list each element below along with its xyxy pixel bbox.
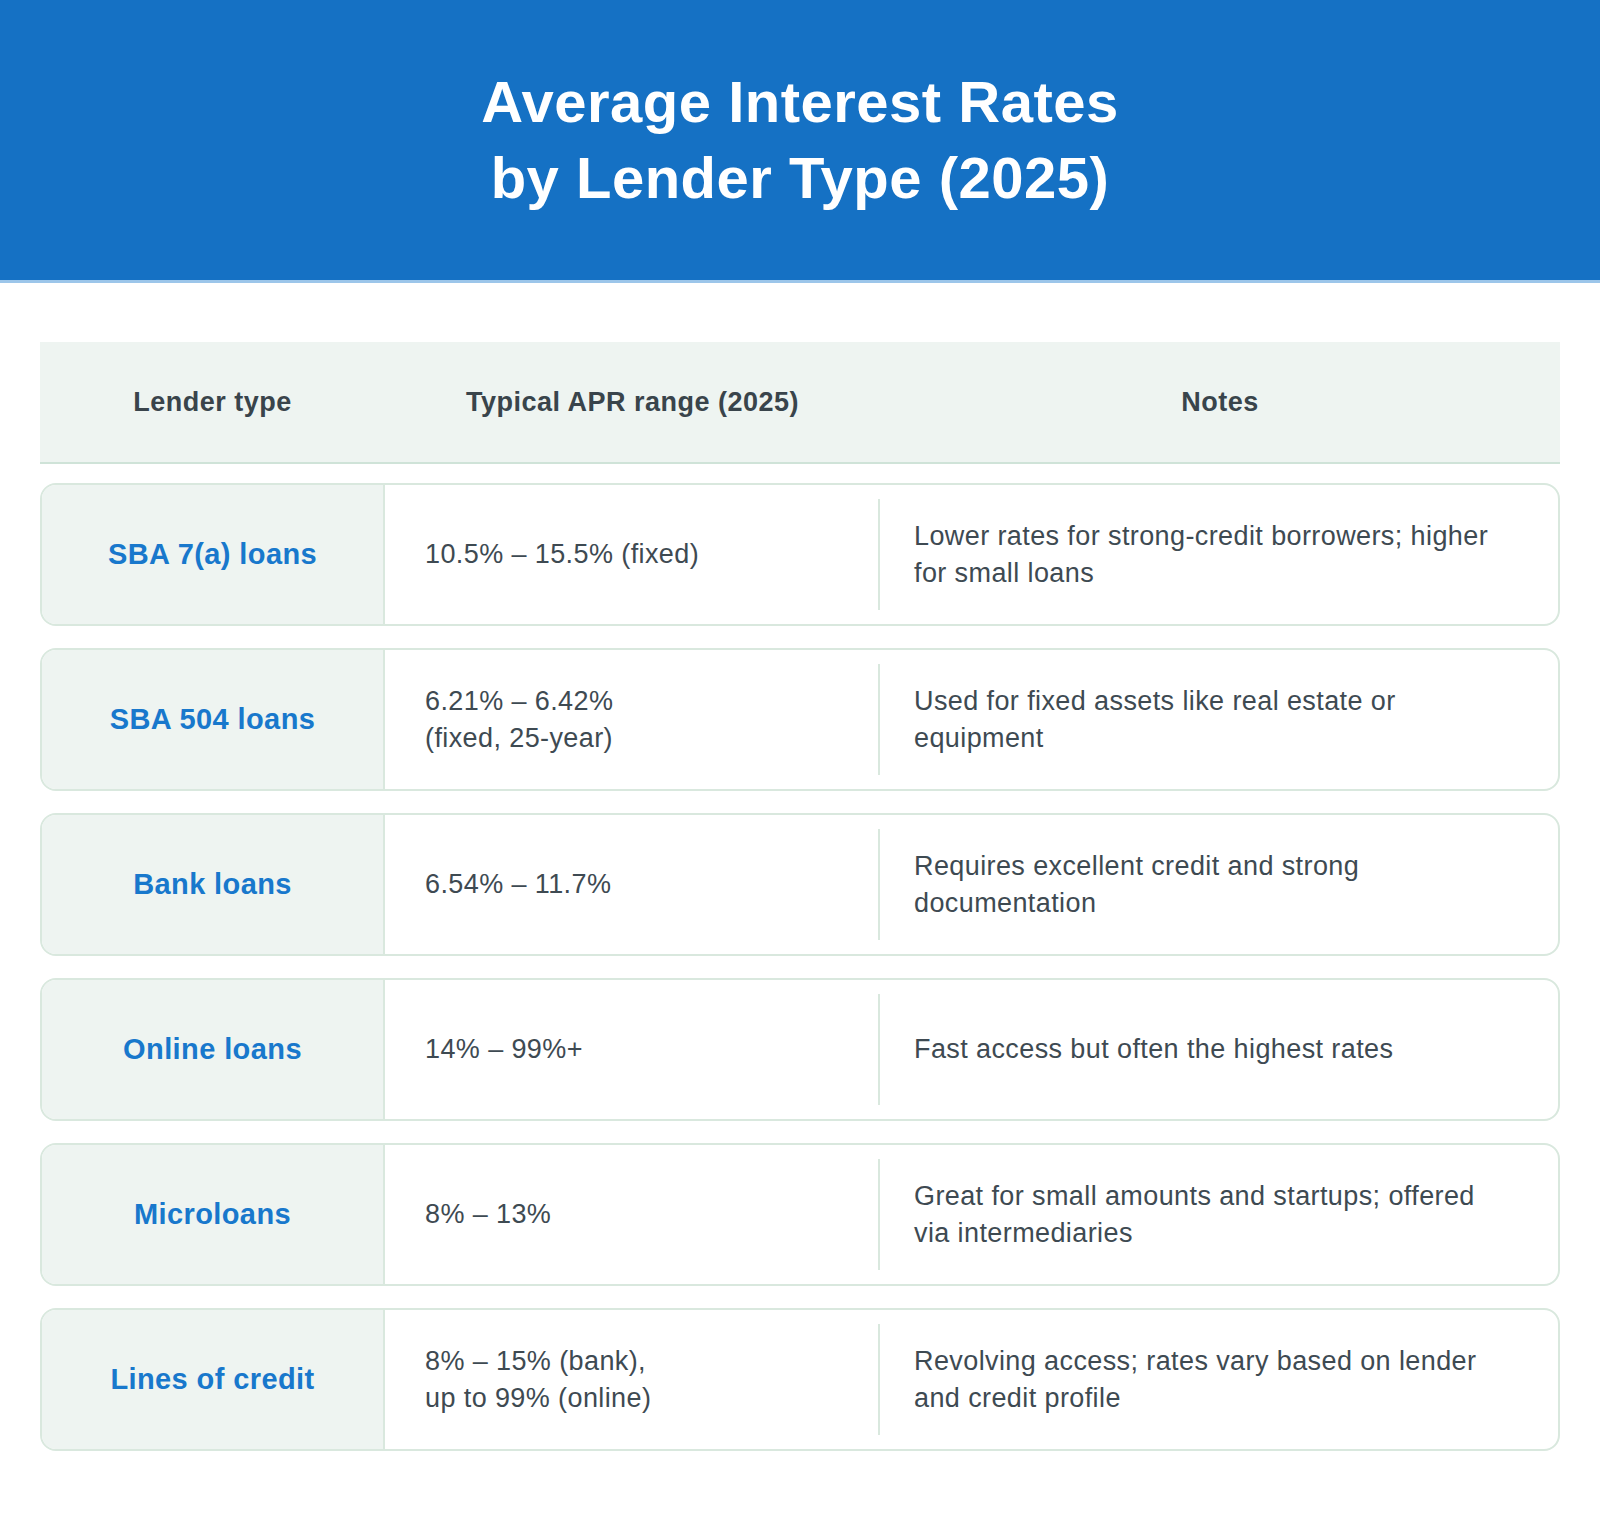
- lender-type-cell: Bank loans: [42, 815, 385, 954]
- table-row-sba-7a: SBA 7(a) loans 10.5% – 15.5% (fixed) Low…: [40, 483, 1560, 626]
- apr-range-cell: 10.5% – 15.5% (fixed): [385, 485, 878, 624]
- apr-range-cell: 6.54% – 11.7%: [385, 815, 878, 954]
- table-row-bank-loans: Bank loans 6.54% – 11.7% Requires excell…: [40, 813, 1560, 956]
- notes-cell: Requires excellent credit and strong doc…: [878, 815, 1556, 954]
- notes-cell: Revolving access; rates vary based on le…: [878, 1310, 1556, 1449]
- column-header-apr-range: Typical APR range (2025): [385, 342, 880, 462]
- table-header-row: Lender type Typical APR range (2025) Not…: [40, 342, 1560, 464]
- column-header-lender-type: Lender type: [40, 342, 385, 462]
- banner: Average Interest Rates by Lender Type (20…: [0, 0, 1600, 283]
- table-row-online-loans: Online loans 14% – 99%+ Fast access but …: [40, 978, 1560, 1121]
- notes-cell: Lower rates for strong-credit borrowers;…: [878, 485, 1556, 624]
- notes-cell: Fast access but often the highest rates: [878, 980, 1556, 1119]
- lender-type-cell: SBA 504 loans: [42, 650, 385, 789]
- lender-type-cell: Online loans: [42, 980, 385, 1119]
- column-header-notes: Notes: [880, 342, 1560, 462]
- apr-range-cell: 8% – 15% (bank), up to 99% (online): [385, 1310, 878, 1449]
- page-title-line1: Average Interest Rates: [481, 69, 1118, 134]
- notes-cell: Great for small amounts and startups; of…: [878, 1145, 1556, 1284]
- lender-type-cell: Lines of credit: [42, 1310, 385, 1449]
- page-title: Average Interest Rates by Lender Type (20…: [481, 64, 1118, 216]
- lender-type-cell: Microloans: [42, 1145, 385, 1284]
- rates-table: Lender type Typical APR range (2025) Not…: [40, 342, 1560, 1451]
- lender-type-cell: SBA 7(a) loans: [42, 485, 385, 624]
- table-row-sba-504: SBA 504 loans 6.21% – 6.42% (fixed, 25-y…: [40, 648, 1560, 791]
- notes-cell: Used for fixed assets like real estate o…: [878, 650, 1556, 789]
- table-row-microloans: Microloans 8% – 13% Great for small amou…: [40, 1143, 1560, 1286]
- page-title-line2: by Lender Type (2025): [491, 145, 1110, 210]
- apr-range-cell: 14% – 99%+: [385, 980, 878, 1119]
- apr-range-cell: 6.21% – 6.42% (fixed, 25-year): [385, 650, 878, 789]
- apr-range-cell: 8% – 13%: [385, 1145, 878, 1284]
- table-row-lines-of-credit: Lines of credit 8% – 15% (bank), up to 9…: [40, 1308, 1560, 1451]
